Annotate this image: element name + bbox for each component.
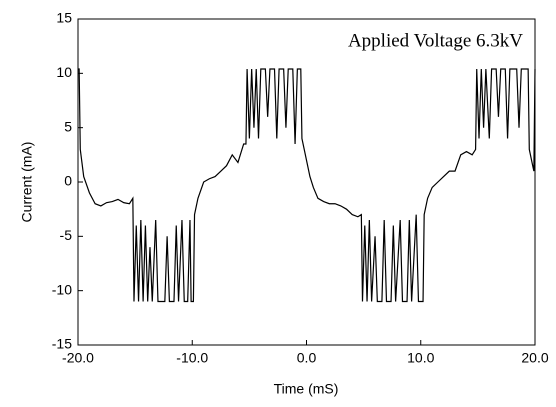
x-tick-label: -20.0: [62, 350, 94, 366]
x-tick-label: 20.0: [521, 350, 548, 366]
y-tick-label: 10: [56, 64, 72, 80]
x-axis-label: Time (mS): [274, 381, 339, 397]
x-tick-label: 0.0: [297, 350, 317, 366]
y-tick-label: 0: [64, 173, 72, 189]
plot-frame: [77, 18, 536, 346]
y-tick-label: -15: [52, 336, 72, 352]
y-tick-label: 5: [64, 118, 72, 134]
y-axis-label: Current (mA): [19, 142, 35, 223]
annotation: Applied Voltage 6.3kV: [348, 30, 523, 51]
y-tick-label: -5: [60, 227, 73, 243]
y-tick-label: -10: [52, 281, 72, 297]
x-tick-label: -10.0: [176, 350, 208, 366]
x-tick-label: 10.0: [407, 350, 434, 366]
y-tick-label: 15: [56, 10, 72, 26]
line-series: [78, 68, 536, 303]
